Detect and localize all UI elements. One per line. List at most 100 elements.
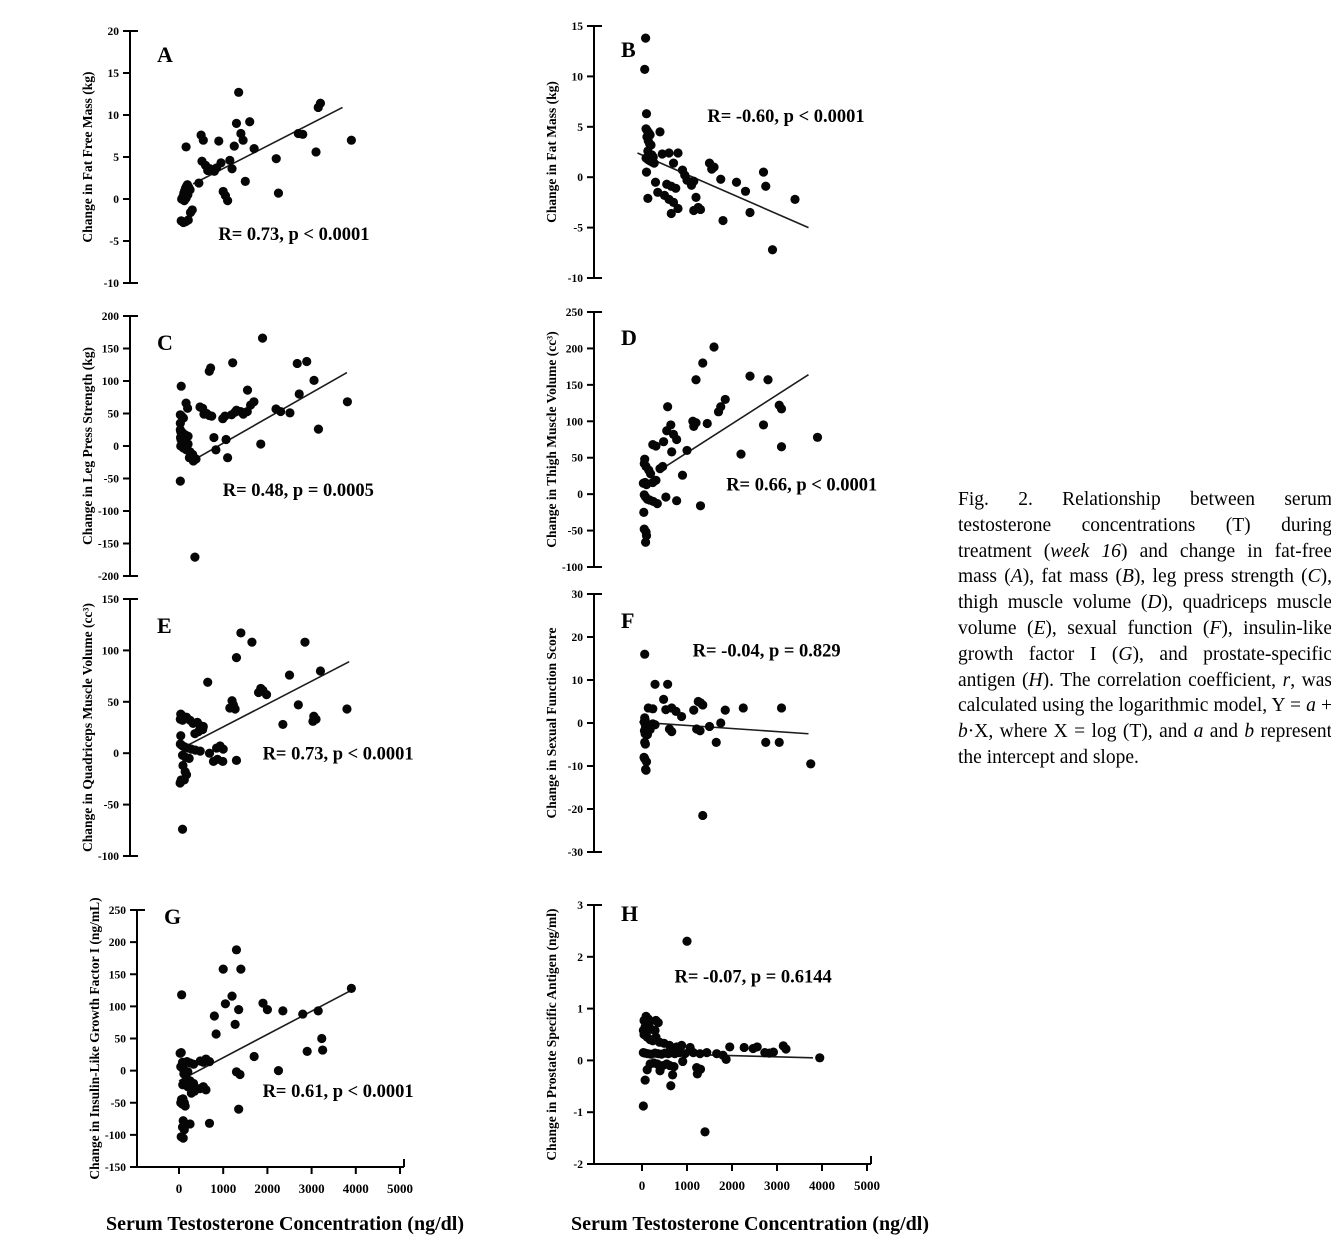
caption-segment: a [1193, 721, 1204, 743]
data-point [190, 729, 200, 739]
data-point [672, 434, 682, 445]
data-point [718, 215, 728, 226]
data-point [731, 177, 742, 187]
data-point [639, 507, 649, 517]
data-point [240, 176, 250, 186]
y-tick-label: 100 [102, 376, 120, 388]
caption-segment: A [1010, 566, 1023, 588]
data-point [691, 375, 701, 385]
y-tick-label: -10 [568, 273, 584, 285]
y-tick-label: 50 [115, 1034, 127, 1046]
data-point [661, 492, 671, 502]
data-point [178, 1133, 188, 1143]
data-point [298, 129, 308, 139]
data-point [688, 1048, 698, 1058]
y-tick-label: 0 [113, 194, 119, 206]
data-point [767, 245, 778, 255]
data-point [658, 461, 668, 472]
trendline [659, 373, 809, 471]
caption-segment: and [1203, 721, 1245, 743]
data-point [668, 1070, 678, 1080]
data-point [657, 149, 667, 159]
data-point [273, 188, 284, 198]
data-point [214, 136, 224, 146]
y-tick-label: 10 [572, 675, 584, 687]
data-point [689, 205, 699, 216]
y-tick-label: 150 [109, 969, 127, 981]
y-tick-label: 50 [108, 409, 120, 421]
data-point [231, 945, 242, 955]
data-point [346, 983, 356, 993]
y-tick-label: -50 [568, 526, 584, 538]
trendline [637, 152, 809, 229]
y-tick-label: -1 [573, 1107, 583, 1119]
data-point [223, 453, 233, 463]
data-point [648, 704, 658, 714]
data-point [774, 737, 784, 747]
data-point [276, 406, 286, 417]
data-point [204, 1118, 215, 1128]
correlation-annotation: R= 0.66, p < 0.0001 [726, 476, 877, 496]
data-point [651, 475, 661, 485]
data-point [236, 964, 246, 974]
y-tick-label: 0 [113, 748, 119, 760]
caption-segment: C [1307, 566, 1321, 588]
y-tick-label: -50 [111, 1098, 127, 1110]
data-point [315, 98, 326, 108]
data-point [261, 690, 272, 700]
y-axis-label: Change in Leg Press Strength (kg) [80, 347, 95, 545]
trendline [187, 660, 350, 746]
data-point [652, 499, 662, 509]
caption-segment: ). The correlation coefficient, [1042, 669, 1283, 691]
caption-segment: r [1282, 669, 1291, 691]
y-tick-label: -50 [104, 800, 120, 812]
caption-segment: H [1028, 669, 1043, 691]
data-point [695, 204, 706, 215]
data-point [308, 716, 318, 726]
data-point [655, 127, 665, 137]
scatter-points [175, 333, 353, 562]
y-tick-label: -50 [104, 474, 120, 486]
data-point [179, 1125, 189, 1135]
scatter-points [175, 945, 356, 1143]
data-point [720, 394, 730, 405]
caption-segment: E [1033, 617, 1046, 639]
data-point [673, 203, 683, 214]
y-tick-label: -10 [104, 278, 120, 290]
caption-segment: B [1121, 566, 1134, 588]
caption-segment: G [1118, 643, 1133, 665]
y-tick-label: -150 [98, 539, 119, 551]
data-point [688, 416, 698, 426]
y-tick-label: -100 [105, 1130, 126, 1142]
data-point [763, 375, 773, 385]
data-point [211, 1029, 221, 1039]
data-point [187, 205, 197, 215]
scatter-points [640, 33, 800, 255]
data-point [242, 385, 253, 395]
y-tick-label: 200 [109, 937, 127, 949]
caption-segment: ), quadriceps muscle volume ( [958, 592, 1331, 639]
data-point [745, 207, 755, 218]
data-point [315, 666, 326, 676]
data-point [298, 1009, 308, 1019]
y-axis [587, 311, 602, 568]
y-axis [130, 909, 145, 1168]
data-point [216, 158, 226, 168]
data-point [194, 178, 204, 188]
y-tick-label: -20 [568, 804, 584, 816]
data-point [230, 1019, 240, 1029]
data-point [230, 704, 240, 714]
data-point [256, 439, 266, 449]
caption-segment: ) and change in fat-free mass ( [958, 540, 1331, 588]
data-point [176, 1048, 186, 1058]
caption-segment: ), sexual function ( [1045, 617, 1210, 639]
data-point [677, 711, 687, 722]
x-tick-label: 5000 [387, 1181, 413, 1196]
x-tick-label: 2000 [719, 1178, 745, 1193]
y-axis-label: Change in Fat Free Mass (kg) [80, 71, 95, 242]
y-tick-label: 250 [109, 905, 127, 917]
y-tick-label: 100 [566, 416, 584, 428]
panel-A: 20 15 10 5 0 -5 -10 Change in Fat Free Mass (kg… [80, 26, 369, 290]
